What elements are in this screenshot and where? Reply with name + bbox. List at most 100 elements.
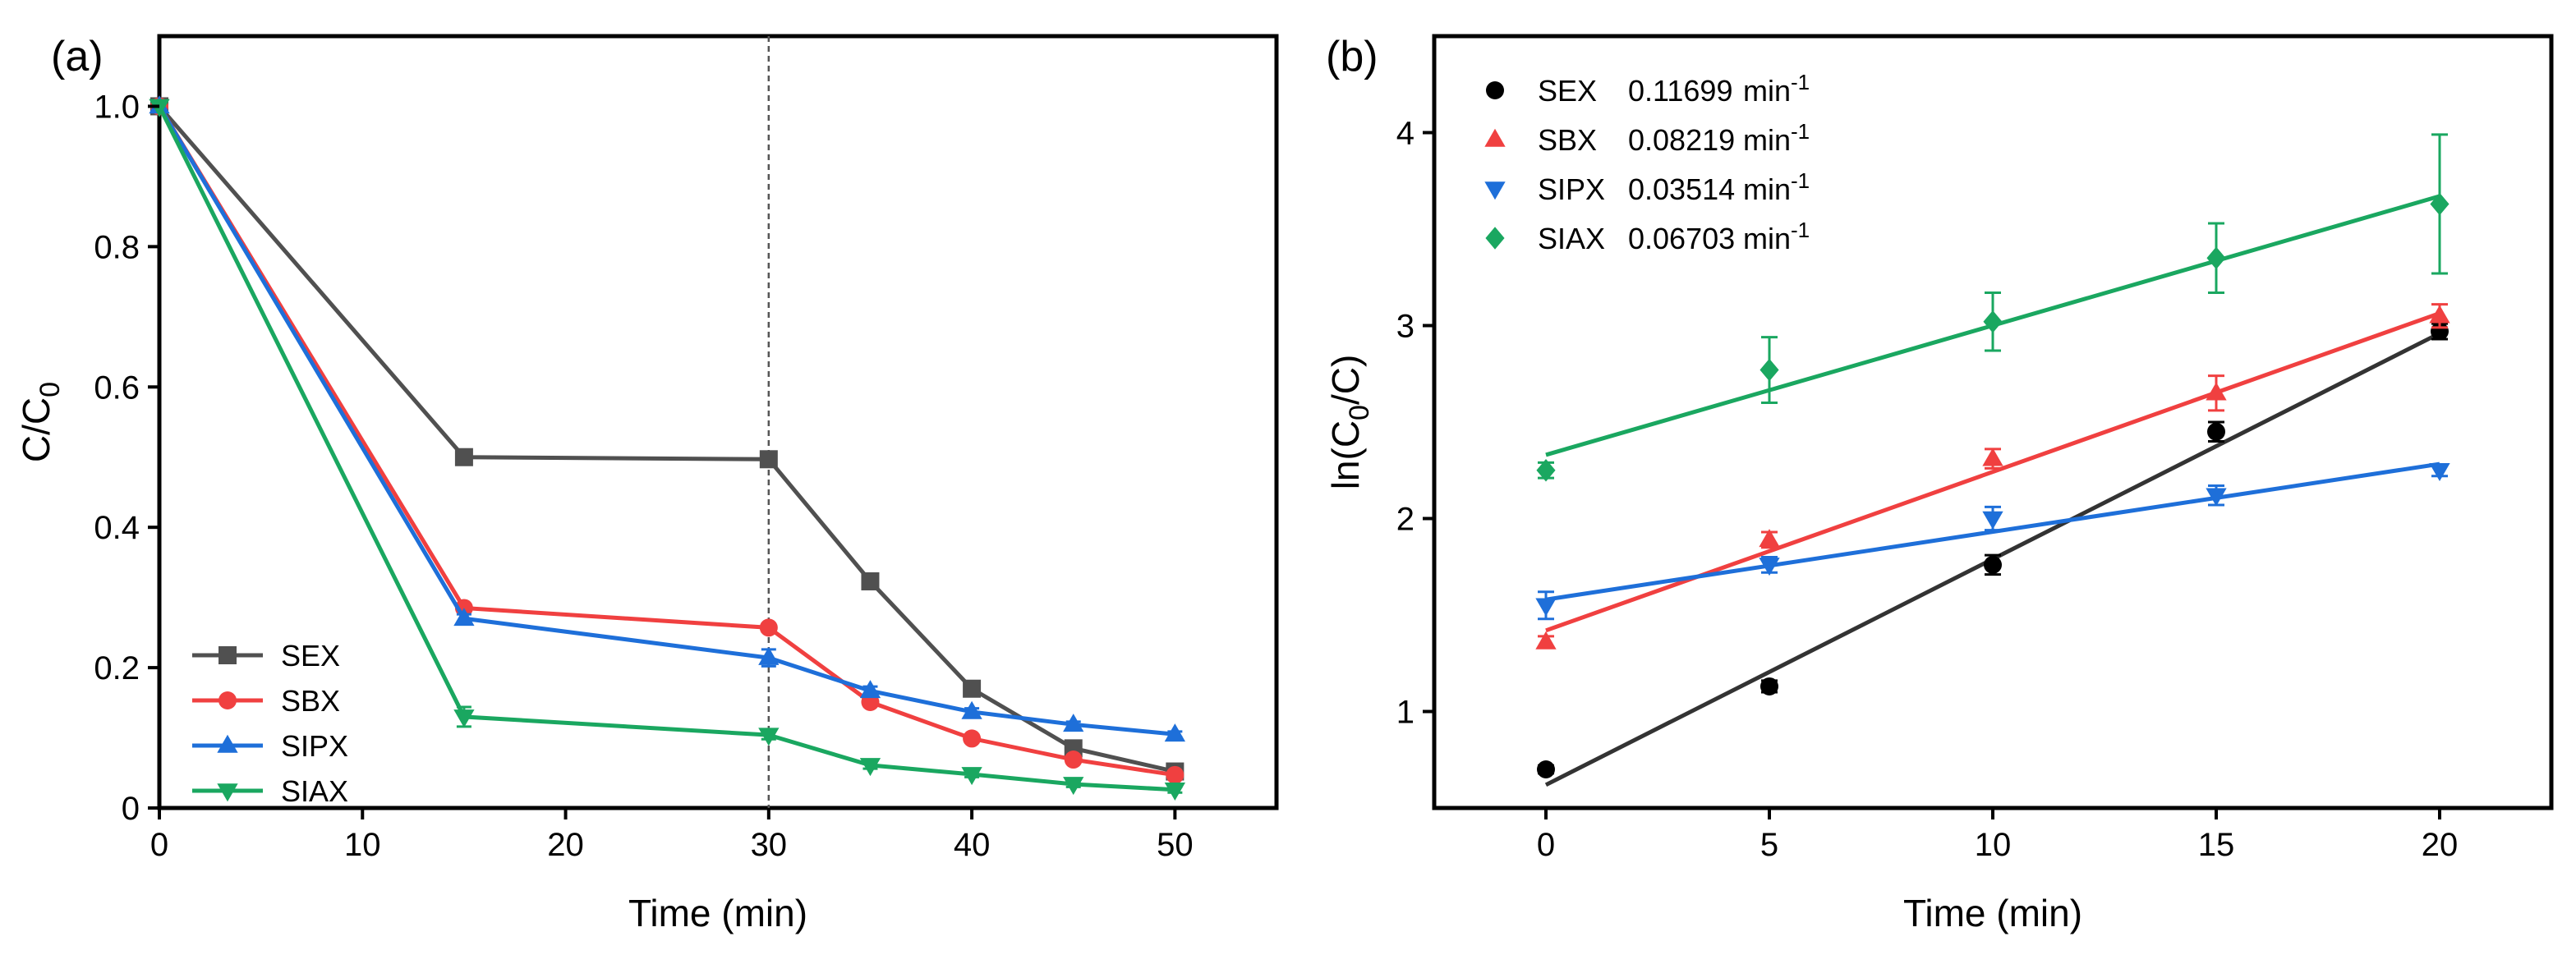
legend-item-sbx: SBX: [192, 684, 340, 718]
legend-siax-label: SIAX: [281, 774, 348, 808]
panel-a-y-axis-title-main: C/C: [15, 397, 58, 462]
legend-sipx-name: SIPX: [1538, 172, 1605, 206]
a-y-tick-label: 0: [122, 791, 140, 827]
legend-sipx-marker: [217, 734, 238, 753]
legend-item-sipx: SIPX 0.03514 min-1: [1484, 168, 1810, 206]
series-siax: [1536, 133, 2450, 482]
a-y-tick-label: 0.2: [94, 650, 140, 686]
legend-siax-unit: min-1: [1743, 218, 1810, 255]
series-siax-point: [1983, 310, 2003, 333]
series-siax-point: [453, 709, 475, 728]
series-sbx-point: [963, 729, 982, 748]
series-sbx: [1535, 303, 2450, 650]
series-siax-point: [149, 99, 170, 117]
series-sbx-point: [1166, 765, 1184, 784]
legend-sex-rate: 0.11699: [1628, 74, 1732, 108]
legend-item-sex: SEX: [192, 639, 340, 673]
a-y-tick-label: 0.4: [94, 510, 140, 546]
series-sex-point: [2207, 422, 2225, 441]
series-siax-point: [758, 728, 780, 746]
series-sbx-point: [1064, 751, 1083, 769]
panel-b-plot-frame: [1432, 34, 2554, 810]
legend-sbx-name: SBX: [1538, 123, 1597, 157]
b-x-tick-label: 5: [1760, 827, 1778, 863]
series-sipx-point: [859, 680, 881, 699]
series-sipx-point: [1063, 714, 1084, 732]
series-sbx-point: [2429, 305, 2450, 324]
legend-sipx-unit-superscript: -1: [1791, 168, 1810, 193]
legend-siax-unit-superscript: -1: [1791, 218, 1810, 242]
legend-siax-name: SIAX: [1538, 222, 1605, 255]
series-siax-point: [2430, 192, 2450, 216]
legend-item-sex: SEX 0.11699 min-1: [1486, 70, 1810, 108]
panel-a-x-axis-title: Time (min): [628, 892, 807, 934]
panel-b-x-ticks: 0 5 10 15 20: [1537, 808, 2458, 863]
a-x-tick-label: 50: [1157, 827, 1194, 863]
panel-a-y-axis-title-subscript: 0: [34, 382, 66, 397]
panel-a-series-group: [149, 95, 1186, 801]
a-x-tick-label: 20: [547, 827, 584, 863]
legend-sbx-marker: [218, 691, 237, 709]
legend-item-siax: SIAX: [192, 774, 348, 808]
legend-item-siax: SIAX 0.06703 min-1: [1485, 218, 1810, 255]
panel-a-plot-frame: [157, 34, 1279, 810]
legend-sex-unit: min-1: [1743, 70, 1810, 108]
a-x-tick-label: 30: [751, 827, 788, 863]
legend-sex-marker: [1486, 81, 1504, 99]
legend-sbx-rate: 0.08219: [1628, 123, 1735, 157]
panel-a-x-ticks: 0 10 20 30 40 50: [150, 808, 1194, 863]
panel-b-y-axis-title: ln(C0/C): [1324, 355, 1375, 490]
series-sipx-point: [2206, 488, 2227, 507]
series-sbx-line: [157, 105, 1175, 778]
legend-sex-marker: [218, 646, 237, 664]
series-sbx-point: [1982, 448, 2003, 466]
panel-a-y-axis-title: C/C0: [15, 382, 66, 462]
series-sbx: [150, 97, 1184, 784]
legend-item-sbx: SBX 0.08219 min-1: [1484, 119, 1810, 157]
series-sipx-fit-line: [1545, 461, 2440, 602]
panel-b-series-group: [1535, 133, 2450, 787]
series-sipx: [1535, 461, 2450, 621]
series-sipx-point: [1982, 511, 2003, 530]
panel-a-line-chart: (a) 0 10 20 30 40 50 0 0.2 0.4 0.6 0.8 1.0 Time (m…: [15, 33, 1279, 934]
b-y-tick-label: 4: [1396, 116, 1414, 152]
b-y-tick-label: 3: [1396, 309, 1414, 345]
panel-a-legend: SEX SBX SIPX SIAX: [192, 639, 348, 808]
legend-sipx-label: SIPX: [281, 729, 348, 763]
b-y-tick-label: 2: [1396, 502, 1414, 538]
legend-sex-unit-superscript: -1: [1791, 70, 1810, 94]
series-sex-point: [1537, 760, 1555, 778]
legend-sbx-unit: min-1: [1743, 119, 1810, 157]
series-sipx-point: [1164, 723, 1186, 742]
series-sbx-point: [759, 618, 778, 637]
series-sbx-fit-line: [1545, 311, 2440, 633]
series-sex-point: [963, 679, 982, 698]
series-sipx-point: [2429, 462, 2450, 481]
panel-b-label: (b): [1326, 33, 1378, 80]
legend-sipx-marker: [1484, 181, 1506, 200]
series-siax-point: [1063, 777, 1084, 796]
legend-sex-unit-text: min: [1743, 74, 1791, 108]
a-y-tick-label: 0.6: [94, 370, 140, 406]
series-sex: [1537, 322, 2449, 787]
series-siax-point: [2206, 246, 2226, 269]
legend-sbx-marker: [1484, 128, 1506, 147]
legend-sbx-unit-superscript: -1: [1791, 119, 1810, 144]
legend-sbx-unit-text: min: [1743, 123, 1791, 157]
b-x-tick-label: 20: [2422, 827, 2459, 863]
series-siax-point: [859, 758, 881, 777]
panel-b-y-axis-title-post: /C): [1324, 355, 1367, 405]
legend-siax-marker: [217, 783, 238, 802]
a-y-tick-label: 0.8: [94, 229, 140, 265]
b-x-tick-label: 0: [1537, 827, 1555, 863]
series-sex-point: [454, 448, 473, 466]
series-siax: [149, 99, 1186, 801]
b-y-tick-label: 1: [1396, 695, 1414, 731]
legend-sipx-unit: min-1: [1743, 168, 1810, 206]
legend-siax-unit-text: min: [1743, 222, 1791, 255]
legend-item-sipx: SIPX: [192, 729, 348, 763]
series-sex-point: [1984, 555, 2002, 574]
panel-b-y-ticks: 1 2 3 4: [1396, 116, 1434, 731]
legend-sipx-rate: 0.03514: [1628, 172, 1735, 206]
